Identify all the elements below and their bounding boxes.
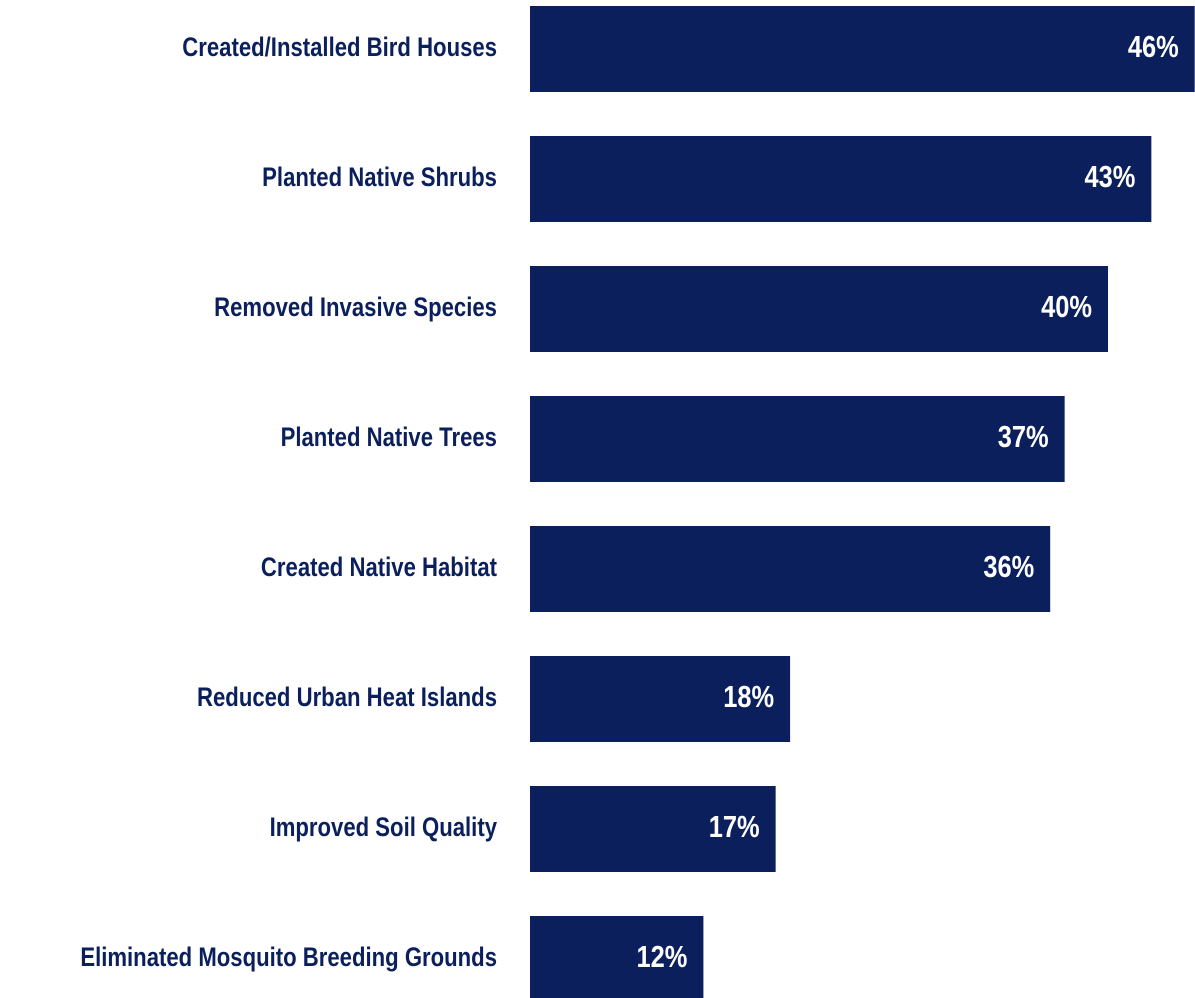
value-label-group: 37% — [998, 420, 1049, 455]
value-label-group: 17% — [709, 810, 760, 845]
value-label-group: 12% — [637, 940, 688, 975]
category-label: Created Native Habitat — [261, 553, 497, 583]
value-label-group: 36% — [983, 550, 1034, 585]
value-label-group: 18% — [723, 680, 774, 715]
category-label-group: Eliminated Mosquito Breeding Grounds — [80, 943, 497, 973]
bar — [530, 916, 704, 998]
category-label: Planted Native Trees — [281, 423, 497, 453]
category-label-group: Improved Soil Quality — [270, 813, 498, 843]
bar — [530, 6, 1195, 92]
value-label: 46% — [1128, 30, 1179, 65]
category-label: Reduced Urban Heat Islands — [197, 683, 497, 713]
category-label-group: Created/Installed Bird Houses — [182, 33, 497, 63]
category-label: Created/Installed Bird Houses — [182, 33, 497, 63]
bar — [530, 786, 776, 872]
value-label: 43% — [1085, 160, 1136, 195]
category-label-group: Reduced Urban Heat Islands — [197, 683, 497, 713]
bar — [530, 396, 1065, 482]
value-label-group: 43% — [1085, 160, 1136, 195]
value-label: 12% — [637, 940, 688, 975]
category-label: Improved Soil Quality — [270, 813, 498, 843]
category-label: Planted Native Shrubs — [262, 163, 497, 193]
category-label-group: Created Native Habitat — [261, 553, 497, 583]
value-label: 40% — [1041, 290, 1092, 325]
bar — [530, 136, 1152, 222]
bar — [530, 656, 791, 742]
value-label-group: 40% — [1041, 290, 1092, 325]
category-label-group: Planted Native Shrubs — [262, 163, 497, 193]
category-label-group: Removed Invasive Species — [214, 293, 497, 323]
bar — [530, 266, 1108, 352]
value-label: 17% — [709, 810, 760, 845]
value-label: 37% — [998, 420, 1049, 455]
category-label: Removed Invasive Species — [214, 293, 497, 323]
category-label: Eliminated Mosquito Breeding Grounds — [80, 943, 497, 973]
category-label-group: Planted Native Trees — [281, 423, 497, 453]
bar — [530, 526, 1051, 612]
value-label: 18% — [723, 680, 774, 715]
value-label-group: 46% — [1128, 30, 1179, 65]
value-label: 36% — [983, 550, 1034, 585]
